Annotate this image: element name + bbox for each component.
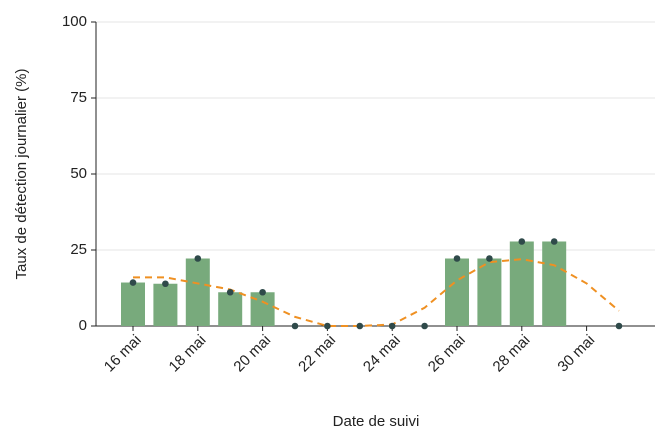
point bbox=[129, 279, 137, 286]
y-tick-label: 25 bbox=[70, 241, 87, 258]
x-tick-label: 30 mai bbox=[554, 332, 598, 376]
bar bbox=[250, 292, 275, 326]
y-tick-label: 0 bbox=[79, 317, 87, 334]
point bbox=[162, 280, 169, 288]
point bbox=[518, 238, 526, 245]
point bbox=[194, 255, 202, 262]
bar bbox=[153, 283, 178, 326]
bar bbox=[121, 282, 145, 326]
x-tick-label: 20 mai bbox=[230, 332, 274, 376]
bar bbox=[509, 241, 534, 326]
x-tick-label: 16 mai bbox=[101, 332, 145, 376]
y-axis-label: Taux de détection journalier (%) bbox=[13, 69, 30, 280]
point bbox=[615, 322, 623, 330]
point bbox=[388, 322, 396, 330]
point bbox=[421, 322, 428, 330]
y-tick-label: 75 bbox=[70, 89, 87, 106]
bar bbox=[542, 241, 567, 326]
x-tick-label: 26 mai bbox=[425, 332, 469, 376]
trend-line bbox=[133, 258, 620, 327]
bar bbox=[445, 258, 469, 326]
point bbox=[259, 288, 266, 296]
x-tick-label: 22 mai bbox=[295, 332, 339, 376]
y-tick-label: 50 bbox=[70, 165, 87, 182]
x-tick-label: 24 mai bbox=[360, 332, 404, 376]
x-tick-label: 28 mai bbox=[490, 332, 534, 376]
bar bbox=[185, 258, 210, 326]
point bbox=[324, 322, 331, 330]
x-axis-label: Date de suivi bbox=[333, 413, 420, 430]
bar bbox=[218, 292, 243, 326]
point bbox=[453, 255, 461, 262]
point bbox=[486, 255, 493, 262]
point bbox=[291, 322, 299, 330]
point bbox=[226, 288, 234, 296]
y-tick-label: 100 bbox=[62, 13, 87, 30]
bar bbox=[477, 258, 502, 326]
point bbox=[356, 322, 364, 330]
x-tick-label: 18 mai bbox=[166, 332, 210, 376]
point bbox=[550, 238, 558, 245]
